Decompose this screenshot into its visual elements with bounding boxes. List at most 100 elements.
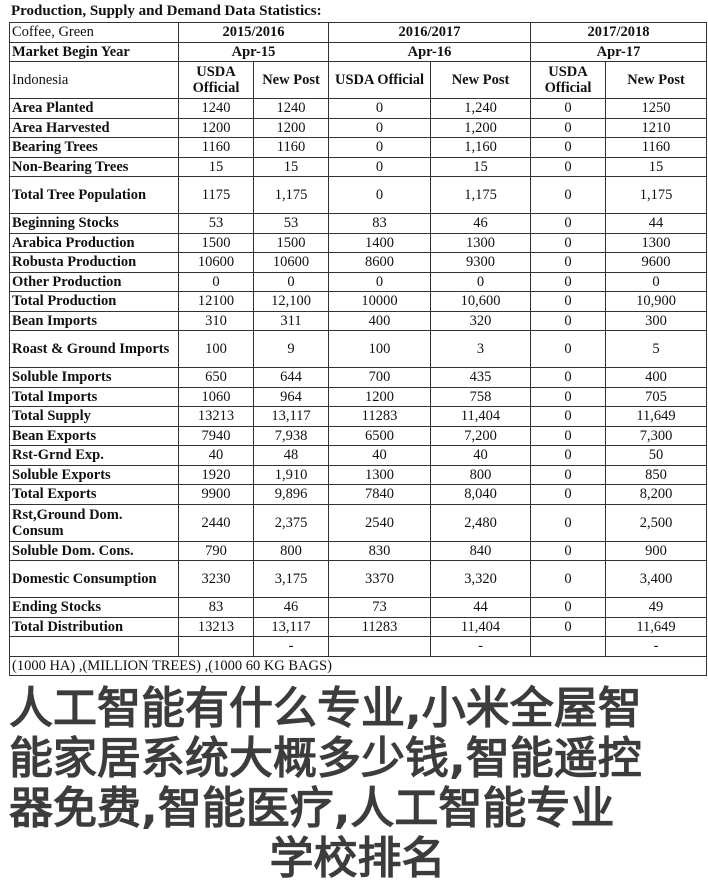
- table-cell: 0: [530, 445, 606, 466]
- table-cell: 700: [328, 367, 431, 388]
- table-row: Area Planted 1240 1240 0 1,240 0 1250: [9, 98, 707, 119]
- row-label: Rst,Ground Dom. Consum: [9, 503, 179, 542]
- table-cell: 13213: [178, 406, 254, 427]
- table-row: Total Production 12100 12,100 10000 10,600 0 1…: [9, 291, 707, 312]
- table-cell: 11283: [328, 406, 431, 427]
- table-cell: 1200: [328, 386, 431, 407]
- table-cell: 0: [328, 98, 431, 119]
- table-cell: 1500: [253, 232, 329, 253]
- table-cell: 0: [530, 137, 606, 158]
- table-cell: 3,175: [253, 560, 329, 598]
- table-row: Total Supply 13213 13,117 11283 11,404 0 11,64…: [9, 406, 707, 427]
- table-row: Area Harvested 1200 1200 0 1,200 0 1210: [9, 117, 707, 138]
- table-row: ---: [9, 636, 707, 657]
- table-row: Total Imports 1060 964 1200 758 0 705: [9, 386, 707, 407]
- market-begin: Apr-16: [328, 41, 531, 62]
- table-cell: 1,160: [430, 137, 531, 158]
- table-row: Soluble Imports 650 644 700 435 0 400: [9, 367, 707, 388]
- watermark-line: 学校排名: [269, 833, 446, 884]
- table-cell: 7940: [178, 425, 254, 446]
- table-cell: 830: [328, 540, 431, 561]
- units-note: (1000 HA) ,(MILLION TREES) ,(1000 60 KG …: [9, 655, 707, 676]
- table-cell: 1200: [253, 117, 329, 138]
- table-cell: 1300: [605, 232, 707, 253]
- table-cell: 15: [253, 156, 329, 177]
- table-cell: 0: [605, 271, 707, 292]
- table-cell: 300: [605, 310, 707, 331]
- table-cell: 0: [530, 117, 606, 138]
- table-row: Total Distribution 13213 13,117 11283 11,404…: [9, 616, 707, 637]
- table-cell: 644: [253, 367, 329, 388]
- table-cell: 9,896: [253, 484, 329, 505]
- row-label: Rst-Grnd Exp.: [9, 445, 179, 466]
- table-cell: 2440: [178, 503, 254, 542]
- table-cell: 0: [530, 98, 606, 119]
- table-cell: 10600: [253, 252, 329, 273]
- table-cell: 0: [530, 540, 606, 561]
- table-cell: 0: [530, 503, 606, 542]
- table-cell: 1060: [178, 386, 254, 407]
- table-cell: 311: [253, 310, 329, 331]
- table-row: Soluble Exports 1920 1,910 1300 800 0 850: [9, 464, 707, 485]
- table-cell: 46: [430, 213, 531, 234]
- row-label: Total Tree Population: [9, 176, 179, 214]
- watermark-line: 人工智能有什么专业,小米全屋智: [9, 683, 642, 734]
- table-cell: 1240: [178, 98, 254, 119]
- table-cell: 650: [178, 367, 254, 388]
- table-cell: 83: [178, 597, 254, 618]
- table-cell: 900: [605, 540, 707, 561]
- table-cell: 49: [605, 597, 707, 618]
- table-cell: 1,200: [430, 117, 531, 138]
- table-cell: 44: [430, 597, 531, 618]
- table-cell: 15: [605, 156, 707, 177]
- table-cell: 7,200: [430, 425, 531, 446]
- row-label: Soluble Imports: [9, 367, 179, 388]
- table-cell: 1300: [430, 232, 531, 253]
- psd-table: Coffee, Green 2015/2016 2016/2017 2017/2…: [9, 22, 707, 676]
- table-cell: 1175: [178, 176, 254, 214]
- table-cell: 1,175: [430, 176, 531, 214]
- row-label: Bean Imports: [9, 310, 179, 331]
- table-cell: 1920: [178, 464, 254, 485]
- table-cell: 0: [530, 597, 606, 618]
- table-cell: 10,900: [605, 291, 707, 312]
- table-row: Ending Stocks 83 46 73 44 0 49: [9, 597, 707, 618]
- table-cell: 0: [530, 560, 606, 598]
- table-cell: 0: [328, 271, 431, 292]
- table-row: Robusta Production 10600 10600 8600 9300 0 960…: [9, 252, 707, 273]
- table-cell: 1160: [178, 137, 254, 158]
- source-header: USDA Official: [178, 61, 254, 99]
- row-label: Total Imports: [9, 386, 179, 407]
- watermark: 人工智能有什么专业,小米全屋智 能家居系统大概多少钱,智能遥控 器免费,智能医疗…: [9, 684, 706, 884]
- table-cell: 0: [530, 464, 606, 485]
- row-label: Soluble Exports: [9, 464, 179, 485]
- table-row: Bearing Trees 1160 1160 0 1,160 0 1160: [9, 137, 707, 158]
- table-cell: 11,404: [430, 406, 531, 427]
- year-header: 2015/2016: [178, 22, 329, 43]
- market-begin: Apr-15: [178, 41, 329, 62]
- table-cell: 9: [253, 330, 329, 368]
- row-label: Beginning Stocks: [9, 213, 179, 234]
- table-cell: 1,175: [253, 176, 329, 214]
- table-cell: 1160: [253, 137, 329, 158]
- table-cell: 1,175: [605, 176, 707, 214]
- table-cell: 10,600: [430, 291, 531, 312]
- table-cell: 7,300: [605, 425, 707, 446]
- table-cell: 7,938: [253, 425, 329, 446]
- table-cell: 53: [253, 213, 329, 234]
- table-cell: 0: [530, 291, 606, 312]
- table-cell: 15: [430, 156, 531, 177]
- table-cell: 0: [530, 425, 606, 446]
- year-header: 2016/2017: [328, 22, 531, 43]
- table-cell: 73: [328, 597, 431, 618]
- table-cell: -: [430, 636, 531, 657]
- table-cell: 53: [178, 213, 254, 234]
- table-cell: 435: [430, 367, 531, 388]
- table-cell: 1,910: [253, 464, 329, 485]
- table-cell: 0: [430, 271, 531, 292]
- table-cell: 0: [328, 137, 431, 158]
- table-cell: 8600: [328, 252, 431, 273]
- table-cell: 705: [605, 386, 707, 407]
- table-cell: 840: [430, 540, 531, 561]
- table-row: Other Production 0 0 0 0 0 0: [9, 271, 707, 292]
